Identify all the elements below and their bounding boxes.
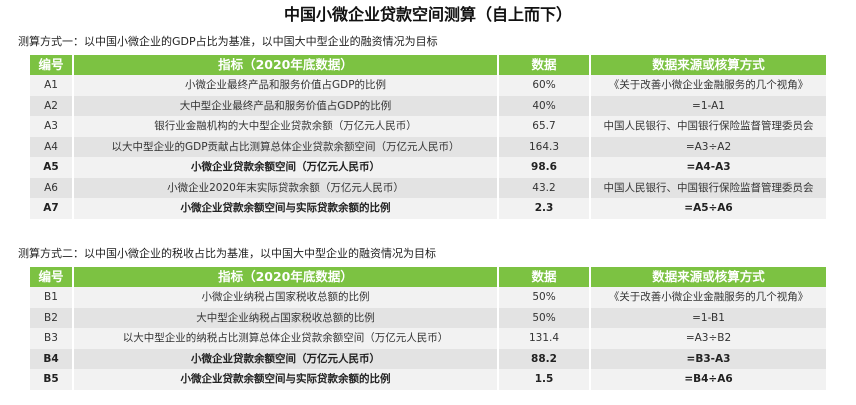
cell-source: 中国人民银行、中国银行保险监督管理委员会	[590, 177, 826, 198]
cell-id: B3	[30, 328, 74, 349]
table-b: 编号 指标（2020年底数据） 数据 数据来源或核算方式 B1 小微企业纳税占国家…	[30, 267, 826, 390]
cell-id: A5	[30, 157, 74, 178]
cell-indicator: 小微企业纳税占国家税收总额的比例	[73, 287, 499, 308]
cell-source: =1-B1	[590, 307, 826, 328]
header-source: 数据来源或核算方式	[590, 55, 826, 75]
table-row: B1 小微企业纳税占国家税收总额的比例 50% 《关于改善小微企业金融服务的几个视角》	[30, 287, 826, 308]
cell-source: 《关于改善小微企业金融服务的几个视角》	[590, 287, 826, 308]
cell-indicator: 以大中型企业的GDP贡献占比测算总体企业贷款余额空间（万亿元人民币）	[73, 136, 499, 157]
cell-indicator: 小微企业最终产品和服务价值占GDP的比例	[73, 75, 499, 96]
cell-id: A1	[30, 75, 74, 96]
table-row: A4 以大中型企业的GDP贡献占比测算总体企业贷款余额空间（万亿元人民币） 164.…	[30, 136, 826, 157]
cell-value: 1.5	[498, 369, 591, 390]
cell-id: B5	[30, 369, 74, 390]
cell-source: =1-A1	[590, 95, 826, 116]
cell-source: =A3÷A2	[590, 136, 826, 157]
cell-source: 《关于改善小微企业金融服务的几个视角》	[590, 75, 826, 96]
header-source: 数据来源或核算方式	[590, 267, 826, 287]
cell-indicator: 大中型企业最终产品和服务价值占GDP的比例	[73, 95, 499, 116]
method-b-caption: 测算方式二：以中国小微企业的税收占比为基准，以中国大中型企业的融资情况为目标	[18, 247, 436, 260]
cell-source: 中国人民银行、中国银行保险监督管理委员会	[590, 116, 826, 137]
table-row: A6 小微企业2020年末实际贷款余额（万亿元人民币） 43.2 中国人民银行、中国银…	[30, 177, 826, 198]
cell-value: 2.3	[498, 198, 591, 219]
cell-source: =A3÷B2	[590, 328, 826, 349]
table-row: A1 小微企业最终产品和服务价值占GDP的比例 60% 《关于改善小微企业金融服务的几…	[30, 75, 826, 96]
header-value: 数据	[498, 55, 591, 75]
header-id: 编号	[30, 267, 74, 287]
table-a: 编号 指标（2020年底数据） 数据 数据来源或核算方式 A1 小微企业最终产品和…	[30, 55, 826, 219]
table-row: A3 银行业金融机构的大中型企业贷款余额（万亿元人民币） 65.7 中国人民银行、中国…	[30, 116, 826, 137]
cell-indicator: 以大中型企业的纳税占比测算总体企业贷款余额空间（万亿元人民币）	[73, 328, 499, 349]
table-row: B5 小微企业贷款余额空间与实际贷款余额的比例 1.5 =B4÷A6	[30, 369, 826, 390]
table-row: A7 小微企业贷款余额空间与实际贷款余额的比例 2.3 =A5÷A6	[30, 198, 826, 219]
cell-source: =B3-A3	[590, 348, 826, 369]
table-b-header: 编号 指标（2020年底数据） 数据 数据来源或核算方式	[30, 267, 826, 287]
cell-indicator: 小微企业2020年末实际贷款余额（万亿元人民币）	[73, 177, 499, 198]
table-row: A5 小微企业贷款余额空间（万亿元人民币） 98.6 =A4-A3	[30, 157, 826, 178]
header-indicator: 指标（2020年底数据）	[73, 55, 499, 75]
cell-value: 164.3	[498, 136, 591, 157]
cell-value: 43.2	[498, 177, 591, 198]
table-row: B3 以大中型企业的纳税占比测算总体企业贷款余额空间（万亿元人民币） 131.4 =A…	[30, 328, 826, 349]
cell-id: B4	[30, 348, 74, 369]
cell-source: =A5÷A6	[590, 198, 826, 219]
table-row: B2 大中型企业纳税占国家税收总额的比例 50% =1-B1	[30, 307, 826, 328]
cell-indicator: 小微企业贷款余额空间（万亿元人民币）	[73, 348, 499, 369]
table-row: A2 大中型企业最终产品和服务价值占GDP的比例 40% =1-A1	[30, 95, 826, 116]
cell-indicator: 小微企业贷款余额空间与实际贷款余额的比例	[73, 369, 499, 390]
cell-value: 131.4	[498, 328, 591, 349]
cell-indicator: 银行业金融机构的大中型企业贷款余额（万亿元人民币）	[73, 116, 499, 137]
header-value: 数据	[498, 267, 591, 287]
cell-id: A7	[30, 198, 74, 219]
cell-id: A2	[30, 95, 74, 116]
header-id: 编号	[30, 55, 74, 75]
cell-indicator: 大中型企业纳税占国家税收总额的比例	[73, 307, 499, 328]
cell-indicator: 小微企业贷款余额空间与实际贷款余额的比例	[73, 198, 499, 219]
cell-value: 50%	[498, 287, 591, 308]
cell-source: =B4÷A6	[590, 369, 826, 390]
cell-value: 88.2	[498, 348, 591, 369]
header-indicator: 指标（2020年底数据）	[73, 267, 499, 287]
method-a-caption: 测算方式一：以中国小微企业的GDP占比为基准，以中国大中型企业的融资情况为目标	[18, 35, 438, 48]
table-b-body: B1 小微企业纳税占国家税收总额的比例 50% 《关于改善小微企业金融服务的几个视角》…	[30, 287, 826, 390]
table-a-body: A1 小微企业最终产品和服务价值占GDP的比例 60% 《关于改善小微企业金融服务的几…	[30, 75, 826, 219]
cell-value: 40%	[498, 95, 591, 116]
table-row: B4 小微企业贷款余额空间（万亿元人民币） 88.2 =B3-A3	[30, 348, 826, 369]
table-a-header: 编号 指标（2020年底数据） 数据 数据来源或核算方式	[30, 55, 826, 75]
cell-source: =A4-A3	[590, 157, 826, 178]
cell-value: 65.7	[498, 116, 591, 137]
cell-value: 60%	[498, 75, 591, 96]
cell-id: A3	[30, 116, 74, 137]
cell-id: A6	[30, 177, 74, 198]
cell-id: A4	[30, 136, 74, 157]
page-title: 中国小微企业贷款空间测算（自上而下）	[283, 5, 572, 24]
cell-id: B1	[30, 287, 74, 308]
cell-id: B2	[30, 307, 74, 328]
cell-value: 98.6	[498, 157, 591, 178]
cell-indicator: 小微企业贷款余额空间（万亿元人民币）	[73, 157, 499, 178]
cell-value: 50%	[498, 307, 591, 328]
